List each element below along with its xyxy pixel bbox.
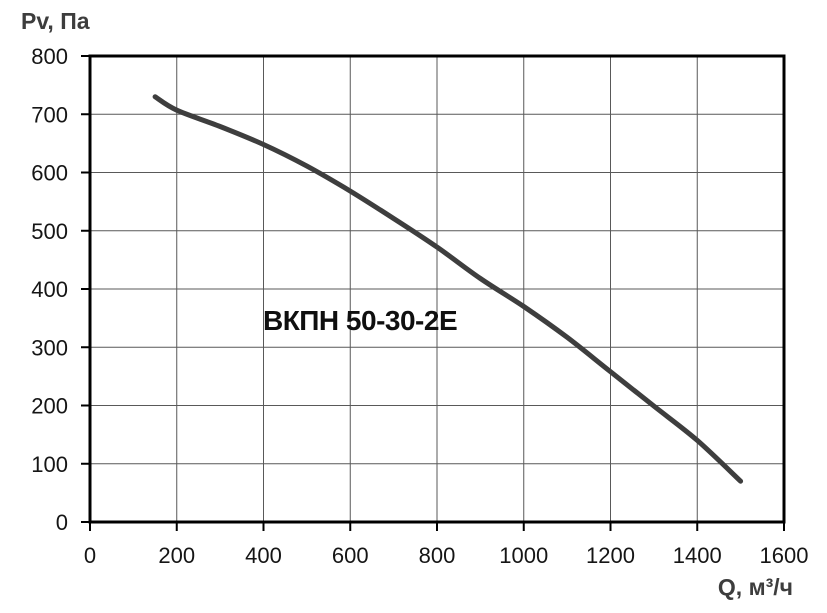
performance-curve (152, 94, 744, 484)
x-tick-label: 400 (245, 543, 282, 568)
x-tick-label: 1400 (673, 543, 722, 568)
x-tick-label: 1000 (499, 543, 548, 568)
tick-labels: 0 200 400 600 800 1000 1200 1400 1600 0 100 200 300 4… (31, 44, 808, 568)
y-tick-label: 100 (31, 452, 68, 477)
y-tick-label: 800 (31, 44, 68, 69)
gridlines (90, 56, 784, 522)
y-tick-label: 600 (31, 161, 68, 186)
x-tick-label: 1200 (586, 543, 635, 568)
axis-ticks (81, 55, 785, 531)
x-axis-title: Q, м³/ч (717, 574, 793, 600)
y-tick-label: 200 (31, 394, 68, 419)
y-tick-label: 0 (56, 510, 68, 535)
plot-border (88, 54, 786, 524)
curve-label: ВКПН 50-30-2Е (263, 305, 458, 336)
x-tick-label: 600 (332, 543, 369, 568)
x-tick-label: 200 (158, 543, 195, 568)
y-axis-title: Pv, Па (21, 8, 90, 34)
y-tick-label: 400 (31, 277, 68, 302)
x-tick-label: 1600 (760, 543, 809, 568)
x-tick-label: 0 (84, 543, 96, 568)
y-tick-label: 300 (31, 335, 68, 360)
y-tick-label: 500 (31, 219, 68, 244)
y-tick-label: 700 (31, 102, 68, 127)
x-tick-label: 800 (419, 543, 456, 568)
